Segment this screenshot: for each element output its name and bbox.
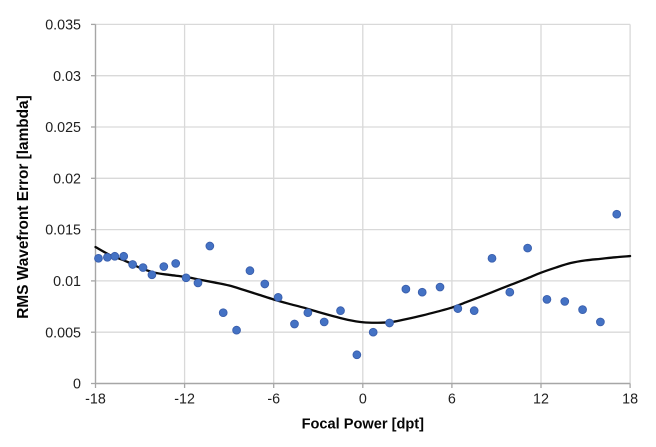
- data-point: [336, 306, 345, 316]
- data-point: [273, 292, 283, 302]
- data-point: [147, 270, 157, 280]
- data-point: [385, 318, 394, 328]
- data-point: [612, 209, 622, 219]
- data-point: [181, 273, 191, 283]
- data-point: [171, 259, 181, 268]
- y-tick-label: 0.03: [53, 69, 81, 85]
- data-point: [138, 263, 148, 272]
- y-tick-label: 0.02: [53, 171, 81, 187]
- data-points: [94, 209, 622, 360]
- data-point: [352, 350, 362, 360]
- data-point: [453, 304, 463, 313]
- x-tick-label: -12: [174, 392, 195, 408]
- data-point: [260, 279, 270, 289]
- data-point: [103, 252, 112, 262]
- data-point: [119, 251, 129, 261]
- data-point: [319, 317, 329, 327]
- x-tick-label: -6: [267, 392, 280, 408]
- data-point: [417, 287, 427, 297]
- data-point: [205, 241, 215, 251]
- x-tick-label: 0: [359, 392, 367, 408]
- x-tick-labels: -18 -12 -6 0 6 12 18: [85, 392, 638, 408]
- x-tick-label: 18: [622, 392, 638, 408]
- y-tick-label: 0.005: [45, 325, 81, 341]
- y-tick-label: 0.01: [53, 274, 81, 290]
- data-point: [193, 278, 203, 288]
- data-point: [523, 243, 532, 253]
- data-point: [435, 282, 445, 292]
- data-point: [303, 308, 313, 318]
- data-point: [596, 317, 605, 327]
- data-point: [578, 305, 587, 314]
- x-tick-label: -18: [85, 392, 106, 408]
- data-point: [94, 253, 103, 263]
- data-point: [159, 262, 169, 271]
- data-point: [110, 251, 120, 261]
- x-gridlines: [183, 24, 631, 384]
- data-point: [290, 319, 299, 329]
- x-axis-title: Focal Power [dpt]: [302, 417, 425, 433]
- data-point: [245, 266, 255, 275]
- y-tick-label: 0.015: [45, 223, 81, 239]
- data-point: [560, 297, 570, 306]
- x-tick-label: 12: [533, 392, 549, 408]
- data-point: [368, 327, 378, 337]
- data-point: [128, 260, 137, 269]
- y-tick-label: 0.025: [45, 120, 81, 136]
- data-point: [505, 287, 515, 297]
- data-point: [218, 308, 228, 318]
- data-point: [469, 306, 479, 316]
- y-tick-label: 0.035: [45, 18, 81, 34]
- y-tick-labels: 0 0.005 0.01 0.015 0.02 0.025 0.03 0.035: [45, 18, 81, 393]
- y-axis-title: RMS Wavefront Error [lambda]: [15, 95, 32, 318]
- axis-ticks: [91, 23, 631, 388]
- data-point: [401, 284, 411, 294]
- data-point: [232, 325, 241, 335]
- x-tick-label: 6: [448, 392, 456, 408]
- y-tick-label: 0: [73, 377, 81, 393]
- data-point: [487, 253, 497, 263]
- data-point: [542, 295, 552, 304]
